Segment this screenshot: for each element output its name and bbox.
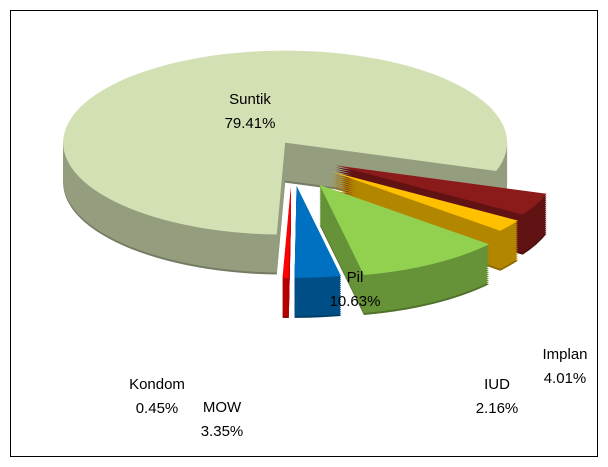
slice [282,185,291,278]
slice-label: Kondom [129,376,185,393]
slice-value-label: 4.01% [544,370,587,387]
slice [63,50,508,235]
slice-value-label: 2.16% [476,400,519,417]
slice-value-label: 3.35% [201,423,244,440]
slice [294,185,341,278]
slice [335,165,547,215]
slice [319,184,490,275]
slice-label: MOW [203,399,242,416]
slice-value-label: 0.45% [136,400,179,417]
slice-label: Implan [542,346,587,363]
slice-label: Pil [347,269,364,286]
slice-label: Suntik [229,91,271,108]
slice-label: IUD [484,376,510,393]
slice-value-label: 79.41% [225,115,276,132]
slice-value-label: 10.63% [330,293,381,310]
slice [330,171,519,231]
